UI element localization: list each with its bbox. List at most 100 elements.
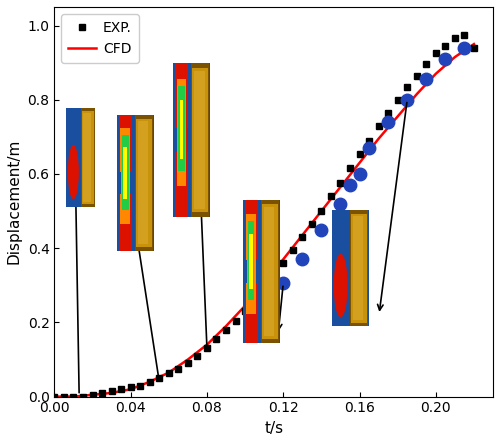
EXP. — [52, 394, 58, 399]
EXP. — [414, 73, 420, 78]
Bar — [248, 222, 254, 300]
EXP. — [214, 336, 220, 342]
EXP. — [433, 51, 439, 56]
Bar — [264, 207, 274, 336]
Bar — [174, 128, 177, 152]
Bar — [122, 135, 128, 210]
EXP. — [204, 346, 210, 351]
EXP. — [424, 62, 430, 67]
EXP. — [252, 298, 258, 303]
Bar — [119, 115, 132, 251]
EXP. — [442, 43, 448, 49]
EXP. — [261, 286, 267, 291]
EXP. — [99, 390, 105, 396]
Bar — [332, 210, 348, 326]
CFD — [280, 256, 286, 262]
Bar — [180, 100, 183, 159]
Bar — [256, 260, 260, 283]
EXP. — [194, 353, 200, 358]
Bar — [118, 172, 121, 194]
CFD — [261, 281, 267, 286]
Bar — [124, 148, 127, 199]
Line: CFD: CFD — [54, 44, 474, 396]
EXP. — [70, 394, 76, 399]
EXP. — [290, 247, 296, 253]
EXP. — [90, 392, 96, 397]
Ellipse shape — [334, 253, 347, 317]
Y-axis label: Displacement/m: Displacement/m — [7, 139, 22, 264]
CFD — [433, 71, 439, 76]
EXP. — [471, 45, 477, 51]
Bar — [261, 200, 279, 343]
EXP. — [452, 36, 458, 41]
Bar — [244, 200, 260, 343]
Bar — [192, 63, 209, 217]
Bar — [118, 115, 134, 251]
CFD — [242, 303, 248, 308]
EXP. — [300, 234, 306, 240]
Bar — [178, 86, 184, 171]
Bar — [194, 71, 204, 209]
CFD — [108, 390, 114, 396]
CFD — [70, 394, 76, 399]
Bar — [175, 63, 188, 217]
CFD — [204, 342, 210, 347]
EXP. — [347, 166, 353, 171]
EXP. — [309, 222, 315, 227]
EXP. — [338, 181, 344, 186]
CFD — [52, 394, 58, 399]
Bar — [352, 214, 367, 323]
CFD — [471, 41, 477, 47]
CFD — [128, 387, 134, 392]
EXP. — [242, 309, 248, 314]
EXP. — [280, 260, 286, 266]
EXP. — [156, 375, 162, 381]
EXP. — [404, 84, 410, 89]
CFD — [318, 208, 324, 214]
EXP. — [146, 379, 152, 385]
EXP. — [270, 273, 276, 279]
EXP. — [223, 327, 229, 333]
Bar — [67, 108, 80, 206]
Bar — [186, 128, 190, 152]
Bar — [176, 79, 186, 186]
EXP. — [80, 394, 86, 399]
EXP. — [176, 366, 182, 372]
CFD — [300, 233, 306, 238]
EXP. — [61, 394, 67, 399]
CFD — [394, 114, 400, 119]
Bar — [174, 63, 190, 217]
Bar — [120, 128, 130, 224]
Bar — [136, 119, 152, 247]
EXP. — [108, 389, 114, 394]
Bar — [130, 172, 134, 194]
Ellipse shape — [68, 145, 79, 199]
EXP. — [462, 32, 468, 38]
Bar — [262, 204, 278, 339]
EXP. — [232, 318, 238, 323]
Bar — [135, 115, 153, 251]
EXP. — [118, 387, 124, 392]
CFD — [90, 392, 96, 397]
CFD — [146, 379, 152, 385]
EXP. — [318, 208, 324, 214]
EXP. — [385, 110, 391, 115]
Line: EXP.: EXP. — [51, 31, 477, 400]
Bar — [83, 113, 92, 202]
CFD — [376, 136, 382, 141]
Legend: EXP., CFD: EXP., CFD — [62, 14, 139, 63]
EXP. — [137, 383, 143, 388]
Bar — [81, 108, 95, 206]
CFD — [356, 160, 362, 166]
Bar — [245, 200, 258, 343]
Bar — [244, 260, 246, 283]
Bar — [138, 121, 148, 244]
EXP. — [376, 123, 382, 128]
X-axis label: t/s: t/s — [264, 421, 283, 436]
Bar — [350, 210, 368, 326]
CFD — [166, 370, 172, 375]
Bar — [192, 68, 208, 212]
EXP. — [366, 138, 372, 143]
CFD — [223, 323, 229, 329]
CFD — [185, 357, 191, 362]
